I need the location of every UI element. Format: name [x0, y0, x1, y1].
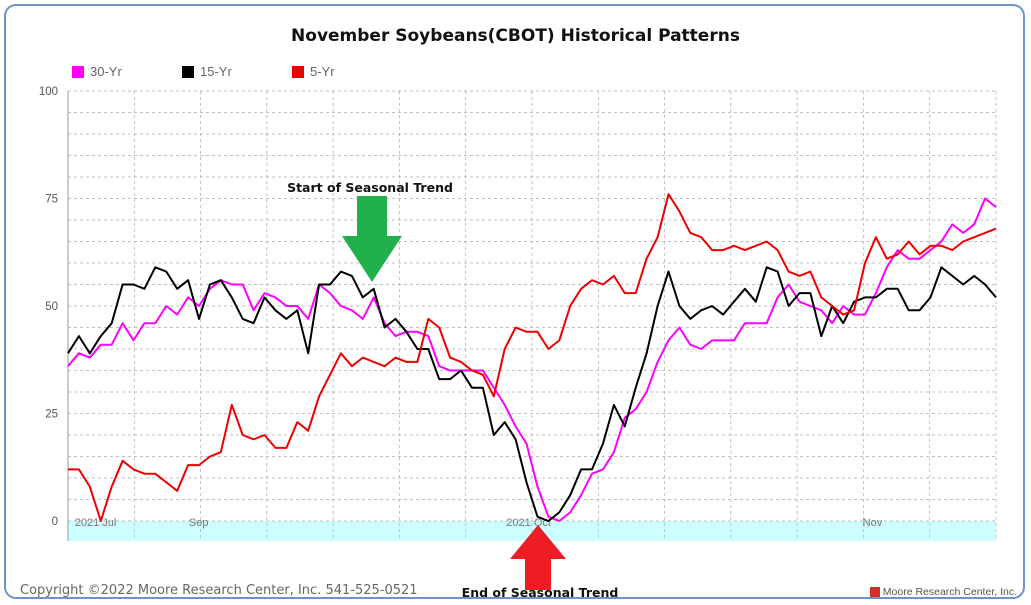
- end-annotation-label: End of Seasonal Trend: [462, 585, 619, 600]
- legend-item-5yr[interactable]: 5-Yr: [292, 64, 402, 79]
- x-tick-label: Nov: [863, 517, 883, 529]
- x-tick-label: Sep: [189, 517, 209, 529]
- start-arrow-icon: [342, 196, 402, 282]
- copyright-text: Copyright ©2022 Moore Research Center, I…: [20, 583, 418, 598]
- brand-text: Moore Research Center, Inc.: [882, 586, 1017, 598]
- end-arrow-icon: [510, 525, 566, 590]
- legend-label-15yr: 15-Yr: [200, 64, 232, 79]
- series-30yr-line: [67, 197, 997, 522]
- grid: 0 25 50 75 100 2021 Jul Sep 2021 Oct Nov: [39, 86, 997, 541]
- legend-item-15yr[interactable]: 15-Yr: [182, 64, 292, 79]
- y-tick-label: 0: [52, 516, 58, 528]
- start-annotation-label: Start of Seasonal Trend: [287, 180, 453, 195]
- legend-swatch-5yr: [292, 65, 304, 78]
- legend-label-30yr: 30-Yr: [90, 64, 122, 79]
- legend-swatch-30yr: [72, 65, 84, 78]
- series-lines: [67, 193, 997, 522]
- y-tick-label: 100: [39, 86, 58, 98]
- chart-frame: [4, 4, 1025, 599]
- series-5yr-line: [68, 193, 997, 522]
- x-tick-label: 2021 Oct: [506, 517, 551, 529]
- brand-logo-icon: [869, 587, 880, 597]
- x-tick-label: 2021 Jul: [75, 517, 117, 529]
- series-15yr-line: [67, 266, 997, 522]
- legend-item-30yr[interactable]: 30-Yr: [72, 64, 182, 79]
- legend-label-5yr: 5-Yr: [310, 64, 335, 79]
- brand[interactable]: Moore Research Center, Inc.: [869, 586, 1017, 598]
- y-tick-label: 50: [45, 301, 58, 313]
- y-tick-label: 25: [45, 409, 58, 421]
- y-tick-label: 75: [45, 194, 58, 206]
- legend: 30-Yr 15-Yr 5-Yr: [72, 64, 402, 79]
- annotations: Start of Seasonal Trend End of Seasonal …: [287, 180, 618, 600]
- chart-title: November Soybeans(CBOT) Historical Patte…: [291, 26, 740, 46]
- legend-swatch-15yr: [182, 65, 194, 78]
